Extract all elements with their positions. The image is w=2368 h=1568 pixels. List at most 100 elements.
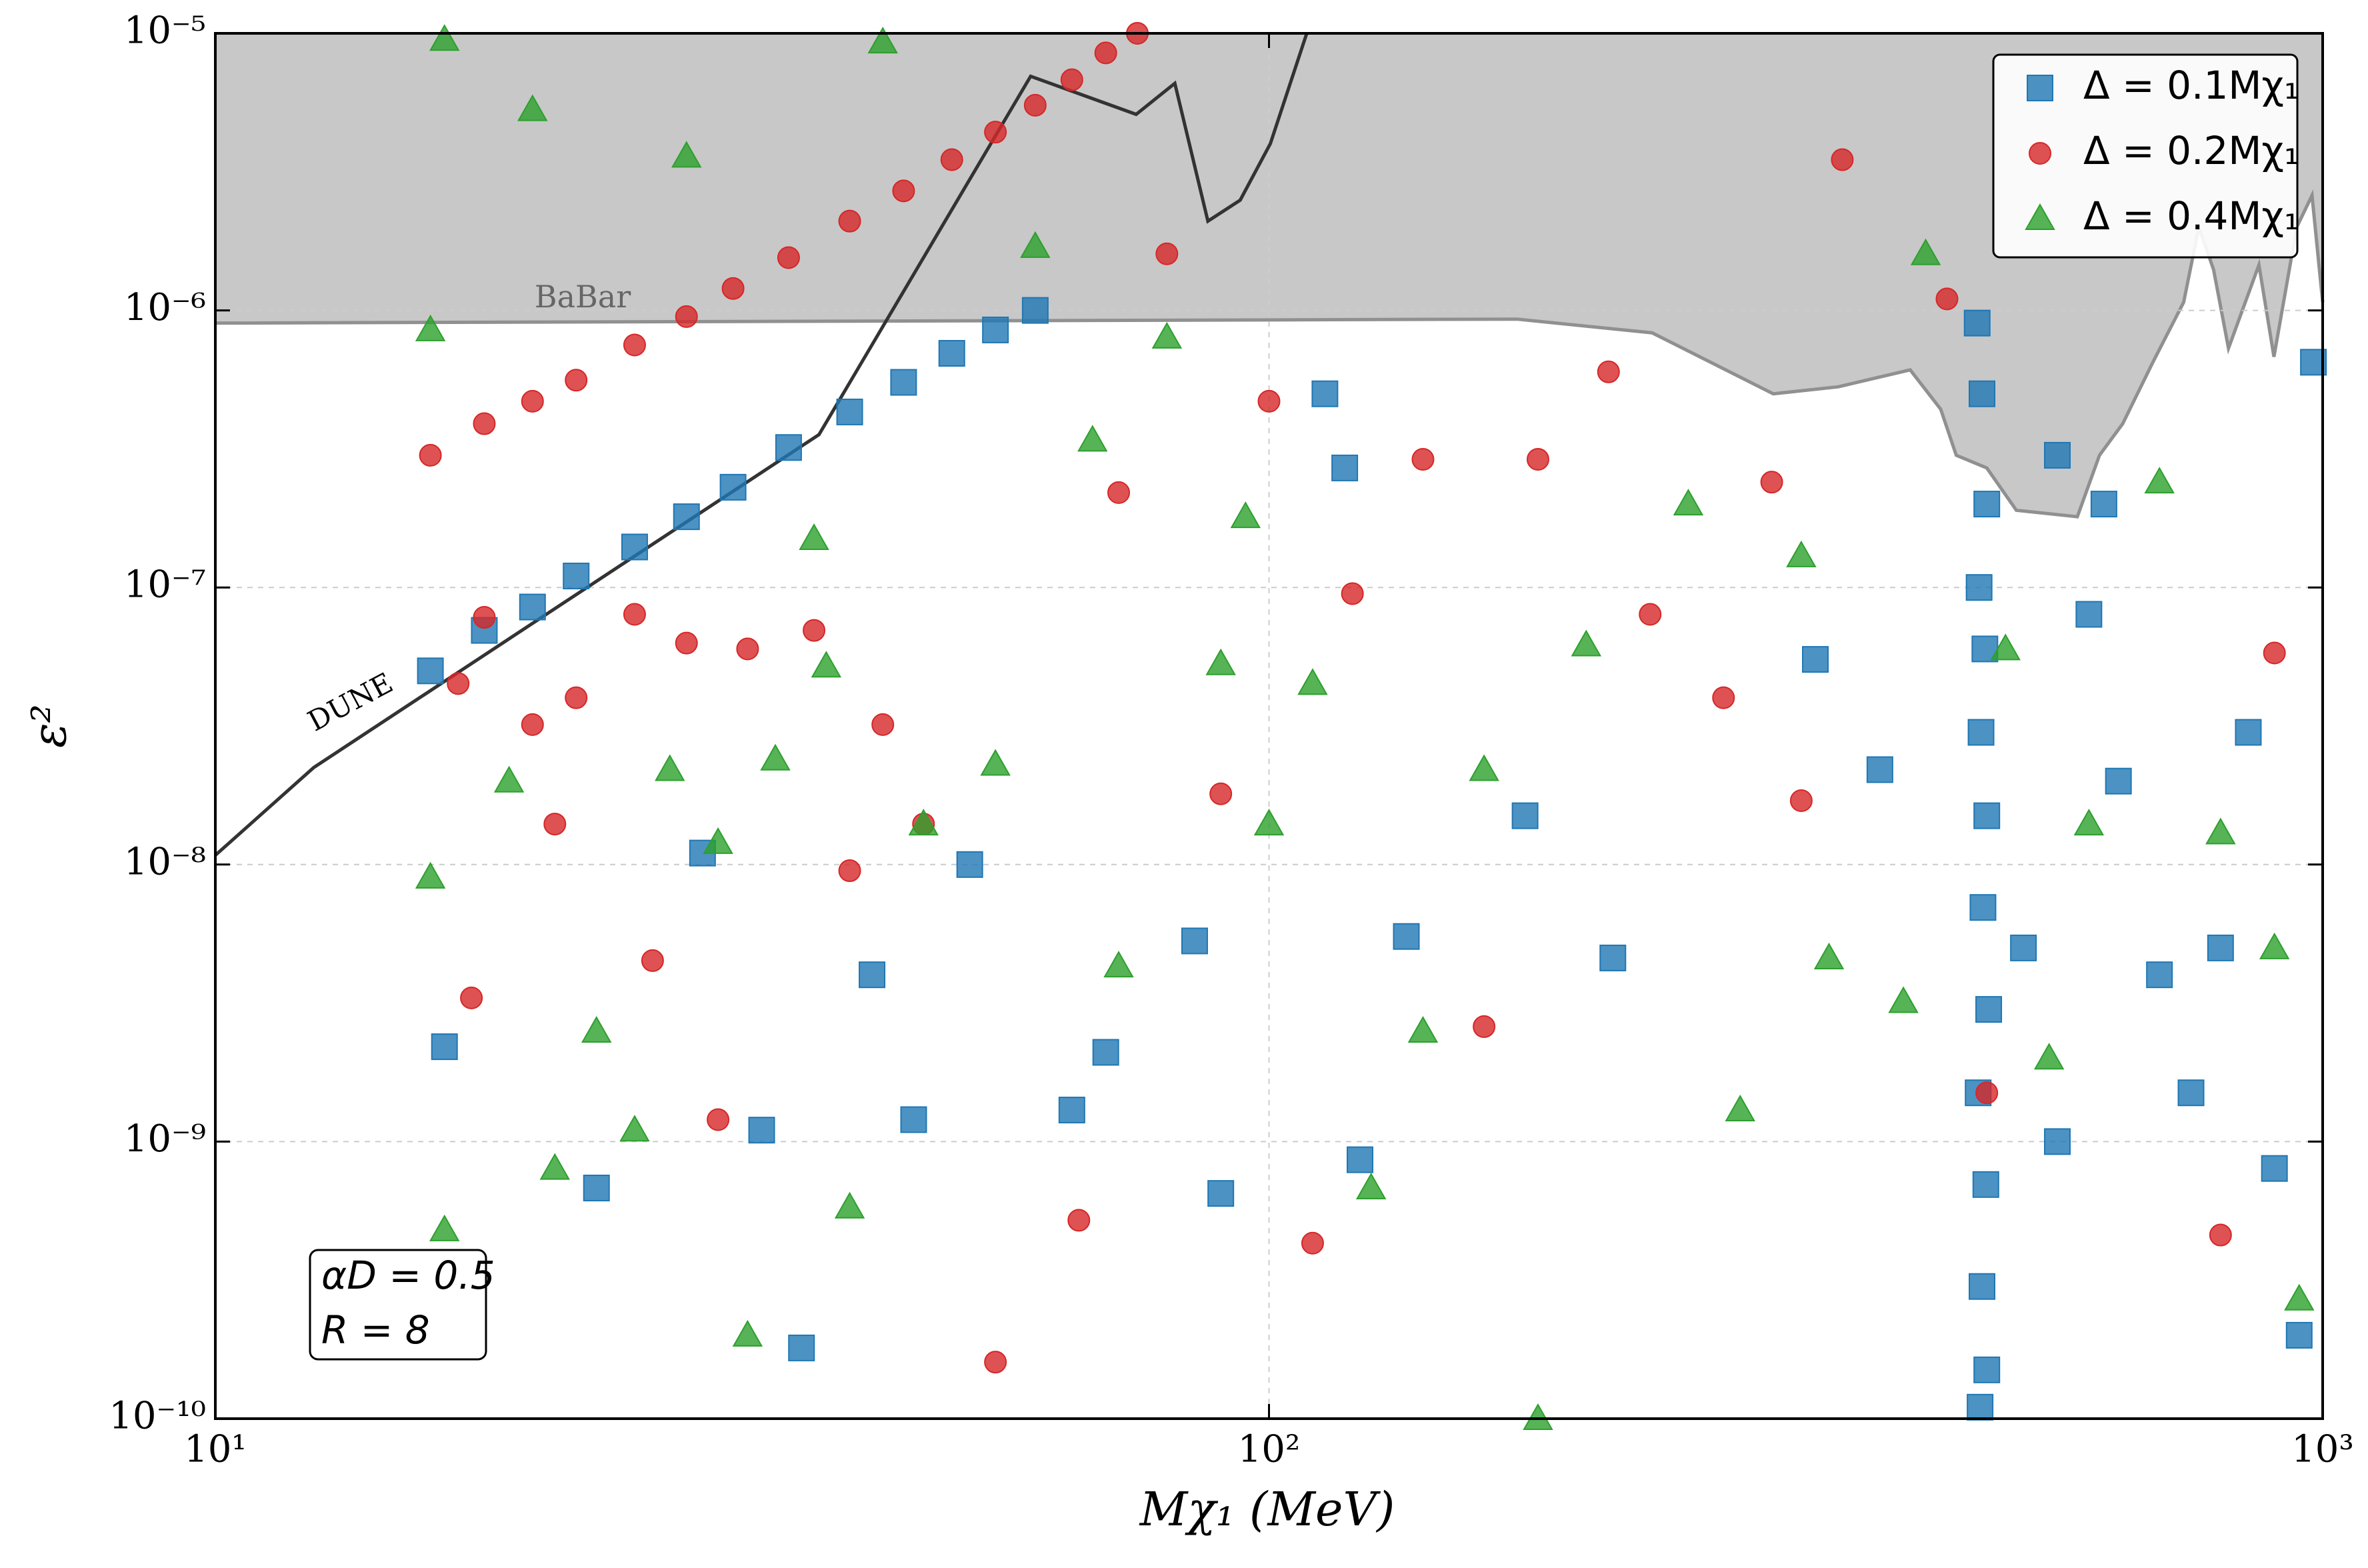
circle-marker xyxy=(1060,68,1083,91)
y-tick-label: 10⁻¹⁰ xyxy=(109,1395,206,1438)
annotation: R = 8 xyxy=(321,1307,430,1353)
square-marker xyxy=(2177,1079,2205,1107)
triangle-marker xyxy=(655,754,685,781)
square-marker xyxy=(1967,719,1995,746)
triangle-marker xyxy=(1407,1015,1439,1043)
square-marker xyxy=(1802,646,1829,673)
triangle-marker xyxy=(1523,1403,1553,1430)
square-marker xyxy=(2207,934,2234,961)
circle-marker xyxy=(736,637,759,661)
square-marker xyxy=(2235,719,2262,746)
circle-marker xyxy=(892,179,915,203)
circle-marker xyxy=(460,986,483,1009)
square-marker xyxy=(836,398,863,425)
square-marker xyxy=(1973,491,2001,518)
triangle-marker xyxy=(1888,986,1919,1013)
circle-marker xyxy=(1067,1209,1091,1232)
triangle-marker xyxy=(1103,951,1134,978)
square-marker xyxy=(417,657,444,685)
x-axis-label: Mχ₁ (MeV) xyxy=(1139,1482,1395,1537)
circle-marker xyxy=(675,305,698,328)
square-marker xyxy=(982,316,1009,343)
square-marker xyxy=(2146,961,2173,989)
x-tick-label: 10³ xyxy=(2291,1428,2354,1471)
region-label: BaBar xyxy=(535,279,631,315)
triangle-marker xyxy=(2259,932,2290,959)
triangle-marker xyxy=(1813,942,1845,969)
circle-marker xyxy=(2029,142,2051,165)
triangle-marker xyxy=(1571,629,1601,657)
y-tick-label: 10⁻⁸ xyxy=(124,840,206,883)
x-tick-label: 10¹ xyxy=(184,1428,247,1471)
square-marker xyxy=(1965,574,1993,601)
square-marker xyxy=(859,961,886,989)
circle-marker xyxy=(565,369,588,392)
circle-marker xyxy=(838,209,861,233)
square-marker xyxy=(1973,802,2001,829)
triangle-marker xyxy=(908,809,939,836)
triangle-marker xyxy=(760,743,791,771)
circle-marker xyxy=(1257,389,1281,413)
circle-marker xyxy=(1094,41,1117,65)
triangle-marker xyxy=(493,765,525,793)
square-marker xyxy=(2261,1155,2288,1182)
circle-marker xyxy=(1526,448,1549,471)
circle-marker xyxy=(1760,471,1783,494)
legend-label: Δ = 0.2Mχ₁ xyxy=(2083,128,2299,173)
circle-marker xyxy=(707,1108,730,1131)
square-marker xyxy=(1599,944,1627,971)
square-marker xyxy=(1058,1097,1085,1124)
square-marker xyxy=(1346,1146,1373,1173)
triangle-marker xyxy=(671,141,702,168)
square-marker xyxy=(1969,1273,1996,1300)
circle-marker xyxy=(521,713,544,736)
triangle-marker xyxy=(2284,1283,2315,1311)
triangle-marker xyxy=(2025,203,2055,230)
square-marker xyxy=(788,1334,815,1361)
triangle-marker xyxy=(539,1153,570,1180)
square-marker xyxy=(748,1117,775,1144)
triangle-marker xyxy=(581,1015,612,1043)
square-marker xyxy=(431,1033,458,1061)
triangle-marker xyxy=(2144,467,2175,494)
circle-marker xyxy=(1831,148,1854,171)
triangle-marker xyxy=(1990,633,2021,661)
square-marker xyxy=(621,533,648,561)
circle-marker xyxy=(2263,641,2286,665)
circle-marker xyxy=(1301,1231,1324,1255)
square-marker xyxy=(1092,1039,1119,1066)
triangle-marker xyxy=(1253,809,1285,836)
circle-marker xyxy=(447,672,470,695)
square-marker xyxy=(2027,75,2053,101)
circle-marker xyxy=(521,389,544,413)
region-edge xyxy=(215,189,2325,519)
square-marker xyxy=(673,503,700,531)
triangle-marker xyxy=(1355,1172,1387,1200)
circle-marker xyxy=(1597,360,1620,383)
circle-marker xyxy=(1411,448,1435,471)
square-marker xyxy=(775,434,802,461)
square-marker xyxy=(1393,923,1420,950)
triangle-marker xyxy=(2205,817,2236,845)
square-marker xyxy=(2090,491,2117,518)
circle-marker xyxy=(1023,93,1047,117)
plot-frame xyxy=(214,32,2324,1420)
triangle-marker xyxy=(1673,489,1704,516)
circle-marker xyxy=(641,949,664,972)
square-marker xyxy=(2075,601,2103,628)
circle-marker xyxy=(473,606,496,629)
triangle-marker xyxy=(980,749,1011,776)
triangle-marker xyxy=(1297,668,1328,695)
y-tick-label: 10⁻⁶ xyxy=(124,286,206,329)
legend-box xyxy=(1992,53,2299,259)
square-marker xyxy=(2010,934,2037,961)
triangle-marker xyxy=(1230,501,1261,529)
square-marker xyxy=(2044,441,2071,469)
circle-marker xyxy=(543,813,567,836)
triangle-marker xyxy=(1020,231,1051,258)
excluded-region xyxy=(215,33,2323,517)
triangle-marker xyxy=(429,1214,460,1241)
square-marker xyxy=(519,593,546,621)
triangle-marker xyxy=(1786,540,1817,567)
